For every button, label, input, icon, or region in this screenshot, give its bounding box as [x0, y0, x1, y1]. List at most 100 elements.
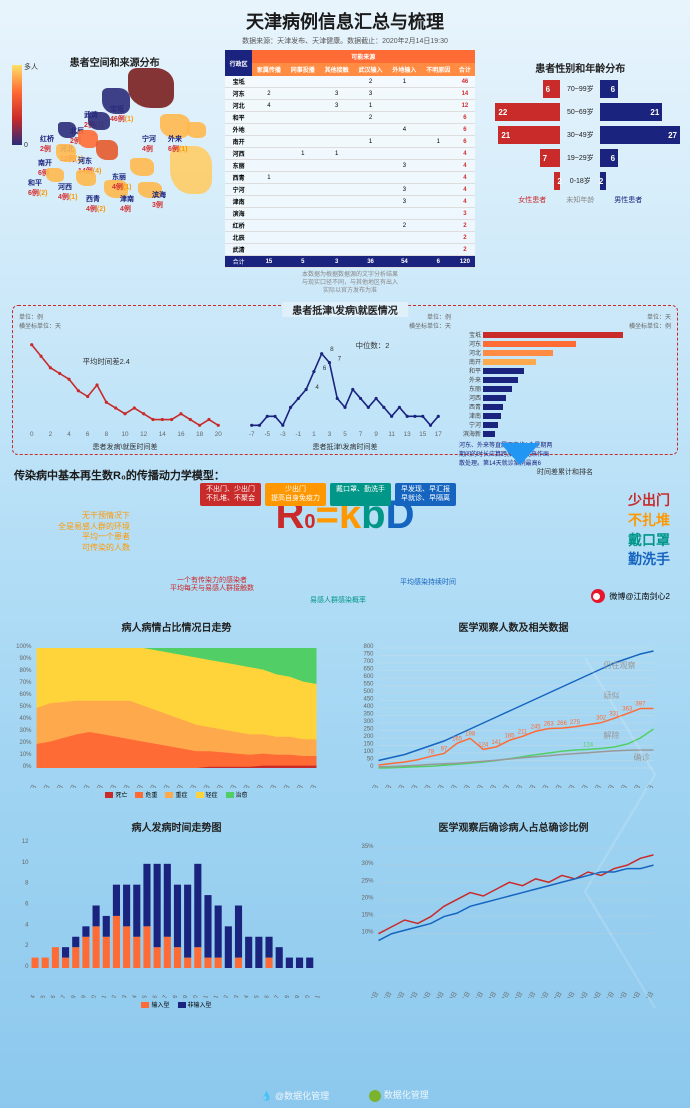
- hbar-row: 宝坻: [459, 330, 671, 339]
- svg-text:4: 4: [25, 923, 29, 929]
- s1-left-title: 患者空间和来源分布: [10, 54, 219, 69]
- svg-text:17: 17: [435, 431, 443, 438]
- svg-text:中位数：2: 中位数：2: [356, 340, 390, 350]
- stacked-bar-col: 病人发病时间走势图 0246810122020-1-142020-1-15202…: [14, 815, 339, 1007]
- chart2-svg: -7-5-3-11357911131517中位数：24687: [239, 330, 451, 440]
- svg-text:60%: 60%: [19, 692, 32, 698]
- legend-female: 女性患者: [518, 195, 546, 205]
- svg-text:15: 15: [419, 431, 427, 438]
- svg-text:275: 275: [570, 720, 581, 726]
- svg-text:2月6日: 2月6日: [535, 784, 550, 789]
- footer-weibo: 💧 @数据化管理: [261, 1089, 329, 1102]
- svg-text:20: 20: [215, 431, 223, 438]
- chart-ranking: 单位：天横坐标单位：例 宝坻河东河北南开和平外来东丽河西西青津南宁河滨海新 河东…: [459, 312, 671, 448]
- svg-text:2月3日: 2月3日: [156, 784, 171, 789]
- svg-text:100: 100: [363, 749, 374, 755]
- svg-text:2月7日: 2月7日: [548, 991, 563, 999]
- svg-text:2月5日: 2月5日: [522, 991, 537, 999]
- svg-text:90%: 90%: [19, 656, 32, 662]
- section-spatial: 患者空间和来源分布 多人 0 宝坻46例(1)武清2例(1)北辰2例红桥2例河北…: [0, 46, 690, 299]
- svg-text:18: 18: [196, 431, 204, 438]
- svg-text:200: 200: [363, 734, 374, 740]
- map-region: [130, 158, 154, 176]
- svg-text:2月7日: 2月7日: [209, 784, 224, 789]
- svg-text:124: 124: [583, 743, 594, 749]
- footer-wechat: 数据化管理: [369, 1088, 429, 1102]
- r0-box: 戴口罩、勤洗手: [330, 483, 391, 506]
- svg-text:331: 331: [609, 712, 620, 718]
- main-title: 天津病例信息汇总与梳理: [0, 0, 690, 36]
- svg-text:245: 245: [531, 725, 542, 731]
- weibo-credit: 微博@江南剑心2: [591, 589, 670, 603]
- svg-text:2月8日: 2月8日: [223, 784, 238, 789]
- ratio-chart-col: 医学观察后确诊病人占总确诊比例 10%15%20%25%30%35%1月24日1…: [351, 815, 676, 1007]
- grad-top: 多人: [24, 62, 38, 72]
- svg-text:2月1日: 2月1日: [129, 784, 144, 789]
- area-chart-svg: 0%10%20%30%40%50%60%70%80%90%100%1月24日1月…: [14, 638, 339, 788]
- r0-box: 少出门提高自身免疫力: [265, 483, 326, 506]
- svg-text:6: 6: [86, 431, 90, 438]
- svg-text:40%: 40%: [19, 716, 32, 722]
- svg-text:400: 400: [363, 704, 374, 710]
- line-chart-svg: 0501001502002503003504004505005506006507…: [351, 638, 676, 788]
- svg-text:20%: 20%: [19, 740, 32, 746]
- svg-text:97: 97: [441, 747, 448, 753]
- r0-box: 早发现、早汇报早就诊、早隔离: [395, 483, 456, 506]
- svg-text:165: 165: [452, 737, 463, 743]
- svg-text:600: 600: [363, 674, 374, 680]
- svg-text:2月3日: 2月3日: [496, 784, 511, 789]
- bar-title: 病人发病时间走势图: [14, 819, 339, 834]
- ratio-chart-svg: 10%15%20%25%30%35%1月24日1月25日1月26日1月27日1月…: [351, 838, 676, 998]
- svg-text:363: 363: [622, 707, 633, 713]
- svg-text:10%: 10%: [361, 930, 374, 936]
- svg-text:6: 6: [323, 366, 327, 373]
- svg-text:302: 302: [596, 716, 607, 722]
- c1-xlabel: 患者发病\就医时间差: [19, 442, 231, 452]
- svg-text:35%: 35%: [361, 844, 374, 850]
- map-region: [76, 170, 96, 186]
- pyramid-row: 2130~49岁27: [481, 125, 680, 145]
- c1-unit: 单位：例横坐标单位：天: [19, 312, 231, 330]
- r0-advice-boxes: 不出门、少出门不扎堆、不聚会少出门提高自身免疫力戴口罩、勤洗手早发现、早汇报早就…: [200, 483, 456, 506]
- svg-text:30%: 30%: [361, 862, 374, 868]
- svg-text:700: 700: [363, 659, 374, 665]
- svg-text:-1: -1: [296, 431, 302, 438]
- svg-text:2月8日: 2月8日: [561, 784, 576, 789]
- svg-text:70%: 70%: [19, 680, 32, 686]
- svg-text:仍在观察: 仍在观察: [604, 660, 636, 670]
- map-region: [102, 88, 130, 114]
- section-timeline: 患者抵津\发病\就医情况 单位：例横坐标单位：天 024681012141618…: [12, 305, 678, 455]
- svg-text:7: 7: [338, 356, 342, 363]
- gradient-bar: [12, 65, 22, 145]
- line-title: 医学观察人数及相关数据: [351, 619, 676, 634]
- svg-text:1月24日: 1月24日: [21, 784, 38, 789]
- svg-text:211: 211: [518, 730, 528, 736]
- svg-text:2020-1-14: 2020-1-14: [22, 994, 37, 998]
- svg-text:30%: 30%: [19, 728, 32, 734]
- svg-text:13: 13: [404, 431, 412, 438]
- hbar-row: 河西: [459, 393, 671, 402]
- svg-text:12: 12: [140, 431, 148, 438]
- section-r0: 传染病中基本再生数R₀的传播动力学模型： 不出门、少出门不扎堆、不聚会少出门提高…: [0, 461, 690, 611]
- c3-unit: 单位：天横坐标单位：例: [459, 312, 671, 330]
- svg-text:2月5日: 2月5日: [522, 784, 537, 789]
- svg-text:10: 10: [22, 860, 29, 866]
- map-area: 患者空间和来源分布 多人 0 宝坻46例(1)武清2例(1)北辰2例红桥2例河北…: [10, 50, 219, 210]
- svg-text:80%: 80%: [19, 668, 32, 674]
- svg-text:50: 50: [367, 757, 374, 763]
- pyramid-row: 719~29岁6: [481, 148, 680, 168]
- subtitle: 数据来源：天津发布、天津健康。数据截止：2020年2月14日19:30: [0, 36, 690, 46]
- anno-d: 平均感染持续时间: [400, 579, 456, 587]
- svg-text:124: 124: [478, 743, 489, 749]
- svg-text:1月24日: 1月24日: [363, 784, 380, 789]
- legend-male: 男性患者: [614, 195, 642, 205]
- svg-text:1: 1: [312, 431, 316, 438]
- hbar-row: 河东: [459, 339, 671, 348]
- map-label: 红桥2例: [40, 134, 54, 154]
- r0-side-slogans: 少出门不扎堆戴口罩勤洗手: [628, 491, 670, 569]
- svg-text:1月24日: 1月24日: [363, 991, 380, 999]
- svg-text:2月1日: 2月1日: [470, 784, 485, 789]
- svg-text:263: 263: [544, 722, 555, 728]
- svg-text:2月6日: 2月6日: [535, 991, 550, 999]
- section-bottom: 病人发病时间走势图 0246810122020-1-142020-1-15202…: [0, 811, 690, 1011]
